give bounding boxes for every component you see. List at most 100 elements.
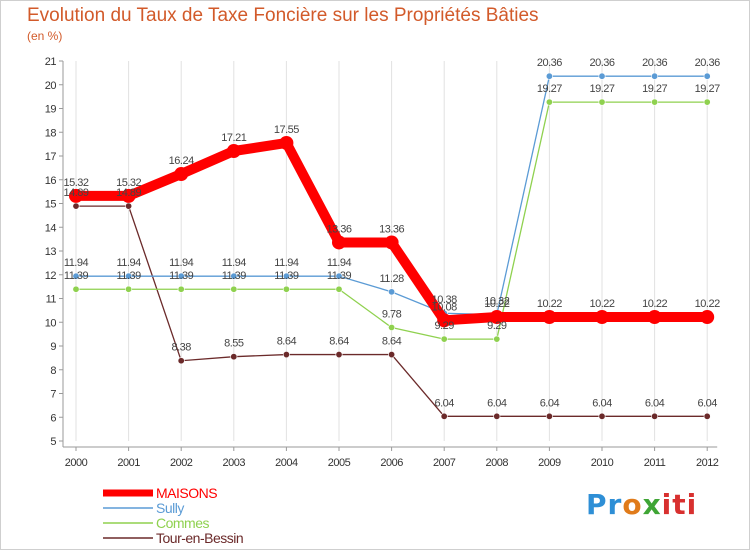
- point-maisons-2002: [174, 167, 189, 182]
- data-label-sully-2007: 10.38: [432, 294, 457, 306]
- x-tick-label-2010: 2010: [591, 457, 614, 469]
- data-label-sully-2009: 20.36: [537, 57, 562, 69]
- point-maisons-2010: [595, 310, 609, 325]
- point-commes-2010: [598, 98, 606, 106]
- data-label-commes-2001: 11.39: [116, 270, 141, 282]
- legend-label-maisons: MAISONS: [156, 485, 217, 501]
- point-commes-2006: [388, 323, 396, 331]
- x-tick-label-2012: 2012: [696, 457, 719, 469]
- x-tick-label-2006: 2006: [380, 457, 403, 469]
- point-sully-2000: [72, 272, 80, 280]
- y-tick-label-20: 20: [45, 80, 57, 92]
- data-label-sully-2012: 20.36: [695, 57, 720, 69]
- data-labels: 15.32 15.32 16.24 17.21 17.55 13.36 13.36 10.08…: [63, 57, 720, 409]
- y-tick-label-10: 10: [45, 317, 57, 329]
- point-commes-2004: [282, 285, 290, 293]
- data-label-maisons-2008: 10.22: [484, 298, 509, 310]
- proxiti-logo: Proxiti: [586, 488, 698, 521]
- y-tick-label-7: 7: [50, 389, 56, 401]
- x-tick-labels: 2000 2001 2002 2003 2004 2005 2006 2007 2008 2009…: [65, 457, 720, 469]
- y-tick-label-16: 16: [45, 175, 57, 187]
- point-commes-2011: [651, 98, 659, 106]
- data-label-commes-2011: 19.27: [642, 83, 667, 95]
- x-tick-label-2003: 2003: [223, 457, 246, 469]
- point-tour-en-bessin-2012: [703, 412, 711, 420]
- point-tour-en-bessin-2010: [598, 412, 606, 420]
- data-label-sully-2011: 20.36: [642, 57, 667, 69]
- data-label-maisons-2004: 17.55: [274, 124, 299, 136]
- data-label-commes-2012: 19.27: [695, 83, 720, 95]
- y-tick-label-14: 14: [45, 222, 57, 234]
- point-maisons-2007: [437, 313, 452, 328]
- point-tour-en-bessin-2003: [230, 353, 238, 361]
- point-commes-2008: [493, 335, 501, 343]
- data-label-sully-2004: 11.94: [274, 257, 299, 269]
- series-group: [69, 72, 715, 420]
- x-tick-label-2000: 2000: [65, 457, 88, 469]
- data-label-maisons-2006: 13.36: [379, 223, 404, 235]
- x-tick-label-2007: 2007: [433, 457, 456, 469]
- point-commes-2012: [703, 98, 711, 106]
- data-label-tour-en-bessin-2008: 6.04: [487, 397, 507, 409]
- point-maisons-2003: [226, 144, 241, 159]
- point-maisons-2001: [121, 188, 136, 203]
- grid-lines: [75, 61, 708, 441]
- point-commes-2003: [230, 285, 238, 293]
- point-commes-2007: [440, 335, 448, 343]
- point-commes-2001: [125, 285, 133, 293]
- x-tick-label-2004: 2004: [275, 457, 298, 469]
- data-label-sully-2006: 11.28: [379, 273, 404, 285]
- data-label-maisons-2010: 10.22: [589, 298, 614, 310]
- point-tour-en-bessin-2001: [125, 202, 133, 210]
- data-label-tour-en-bessin-2000: 14.89: [63, 187, 88, 199]
- legend-label-commes: Commes: [156, 515, 210, 531]
- chart-title: Evolution du Taux de Taxe Foncière sur l…: [27, 5, 539, 26]
- point-maisons-2005: [332, 235, 346, 250]
- point-tour-en-bessin-2005: [335, 351, 343, 359]
- y-tick-label-6: 6: [50, 412, 56, 424]
- point-commes-2002: [177, 285, 185, 293]
- data-label-sully-2002: 11.94: [169, 257, 194, 269]
- data-label-sully-2005: 11.94: [327, 257, 352, 269]
- data-label-tour-en-bessin-2003: 8.55: [224, 338, 244, 350]
- data-label-sully-2003: 11.94: [222, 257, 247, 269]
- point-sully-2010: [598, 72, 606, 80]
- chart-unit: (en %): [27, 29, 63, 43]
- point-commes-2000: [72, 285, 80, 293]
- x-tick-label-2002: 2002: [170, 457, 193, 469]
- data-label-commes-2009: 19.27: [537, 83, 562, 95]
- point-tour-en-bessin-2004: [282, 351, 290, 359]
- data-label-maisons-2003: 17.21: [221, 132, 246, 144]
- data-label-tour-en-bessin-2007: 6.04: [434, 397, 454, 409]
- y-tick-label-9: 9: [50, 341, 56, 353]
- y-tick-label-11: 11: [46, 294, 57, 306]
- y-tick-label-17: 17: [45, 151, 57, 163]
- point-sully-2011: [651, 72, 659, 80]
- data-label-tour-en-bessin-2004: 8.64: [277, 336, 297, 348]
- point-tour-en-bessin-2008: [493, 412, 501, 420]
- x-tick-label-2011: 2011: [644, 457, 666, 469]
- data-label-tour-en-bessin-2005: 8.64: [329, 336, 349, 348]
- point-maisons-2008: [489, 310, 504, 325]
- data-label-commes-2005: 11.39: [327, 270, 352, 282]
- data-label-maisons-2009: 10.22: [537, 298, 562, 310]
- y-tick-label-15: 15: [45, 199, 57, 211]
- data-label-maisons-2001: 15.32: [116, 177, 141, 189]
- data-label-commes-2006: 9.78: [382, 308, 402, 320]
- point-sully-2003: [230, 272, 238, 280]
- data-label-tour-en-bessin-2009: 6.04: [540, 397, 560, 409]
- y-tick-label-18: 18: [45, 127, 57, 139]
- x-tick-label-2008: 2008: [486, 457, 509, 469]
- data-label-tour-en-bessin-2011: 6.04: [645, 397, 665, 409]
- y-tick-labels: 5 6 7 8 9 10 11 12 13 14 15 16 17 18 19 20 21: [45, 56, 57, 448]
- point-maisons-2006: [384, 235, 399, 250]
- data-label-commes-2003: 11.39: [222, 270, 247, 282]
- point-tour-en-bessin-2000: [72, 202, 80, 210]
- point-sully-2001: [125, 272, 133, 280]
- legend-label-sully: Sully: [156, 500, 184, 516]
- data-label-maisons-2012: 10.22: [695, 298, 720, 310]
- point-commes-2005: [335, 285, 343, 293]
- y-tick-label-21: 21: [45, 56, 57, 68]
